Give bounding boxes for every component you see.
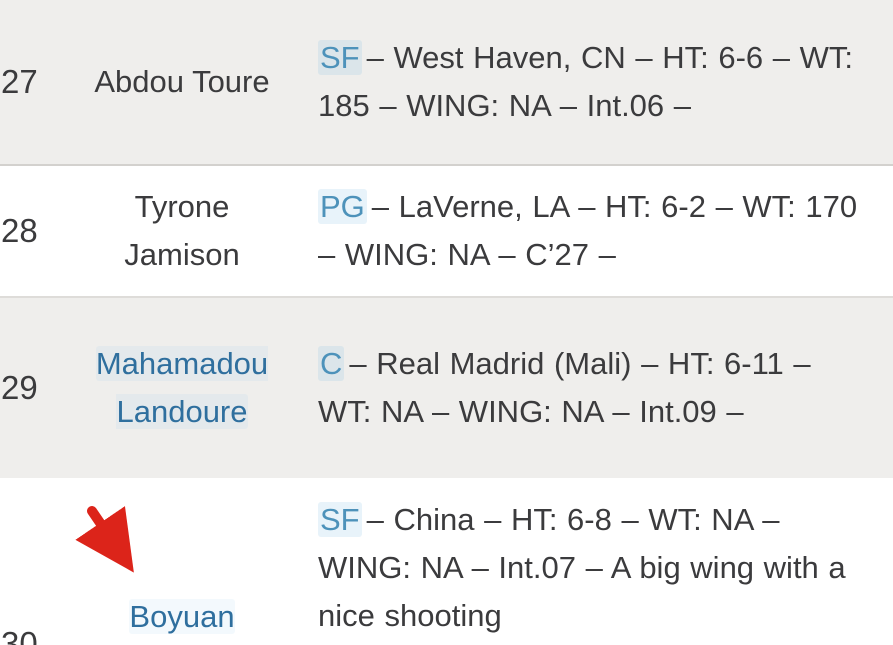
player-name-cell: Abdou Toure [62, 58, 302, 106]
player-details-cell: SF – China – HT: 6-8 – WT: NA – WING: NA … [302, 496, 860, 640]
player-name-cell: Boyuan [62, 593, 302, 641]
player-name-link[interactable]: Mahamadou Landoure [95, 346, 269, 429]
table-row: 29 Mahamadou Landoure C – Real Madrid (Ma… [0, 296, 893, 478]
position-abbr: PG [318, 189, 367, 224]
position-abbr: SF [318, 40, 362, 75]
player-name-link[interactable]: Boyuan [129, 599, 235, 634]
player-details-text: – LaVerne, LA – HT: 6-2 – WT: 170 – WING… [318, 189, 858, 272]
rank-cell: 28 [1, 212, 38, 249]
position-abbr: SF [318, 502, 362, 537]
player-name: Abdou Toure [94, 64, 270, 99]
position-abbr: C [318, 346, 345, 381]
player-details-text: – Real Madrid (Mali) – HT: 6-11 – WT: NA… [318, 346, 811, 429]
player-details-cell: C – Real Madrid (Mali) – HT: 6-11 – WT: N… [302, 340, 860, 436]
player-name: Tyrone Jamison [124, 189, 240, 272]
table-row: 27 Abdou Toure SF – West Haven, CN – HT: … [0, 0, 893, 164]
table-row: 28 Tyrone Jamison PG – LaVerne, LA – HT: … [0, 164, 893, 296]
rank-cell: 27 [1, 63, 38, 100]
player-details-cell: SF – West Haven, CN – HT: 6-6 – WT: 185 –… [302, 34, 860, 130]
player-name-cell: Mahamadou Landoure [62, 340, 302, 436]
table-row: 30 Boyuan SF – China – HT: 6-8 – WT: NA –… [0, 478, 893, 645]
rank-cell: 29 [1, 369, 38, 406]
player-details-cell: PG – LaVerne, LA – HT: 6-2 – WT: 170 – WI… [302, 183, 860, 279]
player-details-text: – China – HT: 6-8 – WT: NA – WING: NA – … [318, 502, 846, 633]
player-details-text: – West Haven, CN – HT: 6-6 – WT: 185 – W… [318, 40, 853, 123]
player-name-cell: Tyrone Jamison [62, 183, 302, 279]
rank-cell: 30 [1, 625, 38, 645]
